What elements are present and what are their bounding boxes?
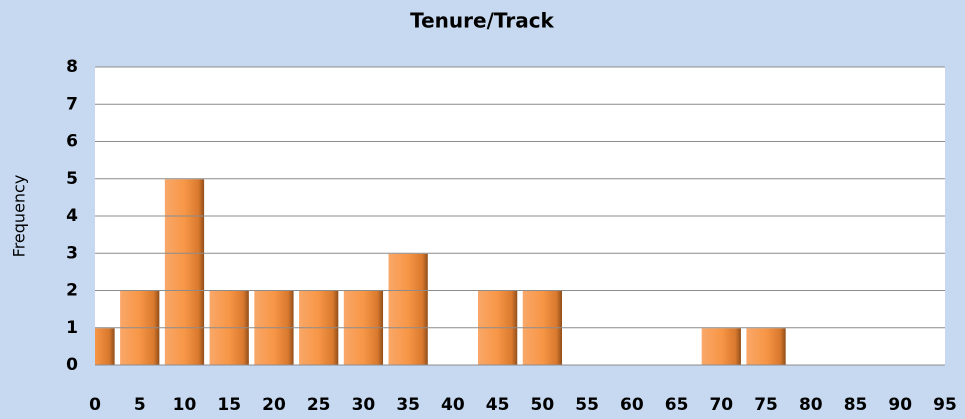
- x-tick-label: 30: [352, 395, 376, 415]
- x-tick-label: 35: [396, 395, 420, 415]
- x-tick-label: 15: [217, 395, 241, 415]
- y-tick-label: 0: [66, 355, 78, 375]
- y-tick-label: 3: [66, 243, 78, 263]
- bar: [700, 327, 742, 366]
- x-tick-label: 60: [620, 395, 644, 415]
- x-tick-label: 85: [844, 395, 868, 415]
- x-tick-label: 25: [307, 395, 331, 415]
- x-tick-label: 10: [173, 395, 197, 415]
- bar: [387, 252, 429, 366]
- x-tick-label: 75: [754, 395, 778, 415]
- y-tick-label: 4: [66, 206, 78, 226]
- x-tick-label: 95: [933, 395, 957, 415]
- y-tick-label: 6: [66, 132, 78, 152]
- x-tick-label: 90: [888, 395, 912, 415]
- x-tick-label: 70: [709, 395, 733, 415]
- y-tick-label: 2: [66, 281, 78, 301]
- bar: [745, 327, 787, 366]
- y-axis-label: Frequency: [10, 175, 29, 258]
- x-tick-label: 40: [441, 395, 465, 415]
- chart-title: Tenure/Track: [410, 9, 554, 33]
- bar: [163, 178, 206, 366]
- x-tick-label: 5: [134, 395, 146, 415]
- x-tick-label: 20: [262, 395, 286, 415]
- x-tick-label: 45: [486, 395, 510, 415]
- x-tick-label: 50: [531, 395, 555, 415]
- x-tick-label: 0: [89, 395, 101, 415]
- y-tick-label: 1: [66, 318, 78, 338]
- x-tick-label: 80: [799, 395, 823, 415]
- y-tick-label: 7: [66, 94, 78, 114]
- x-tick-label: 65: [665, 395, 689, 415]
- x-tick-label: 55: [575, 395, 599, 415]
- y-tick-label: 8: [66, 57, 78, 77]
- y-tick-label: 5: [66, 169, 78, 189]
